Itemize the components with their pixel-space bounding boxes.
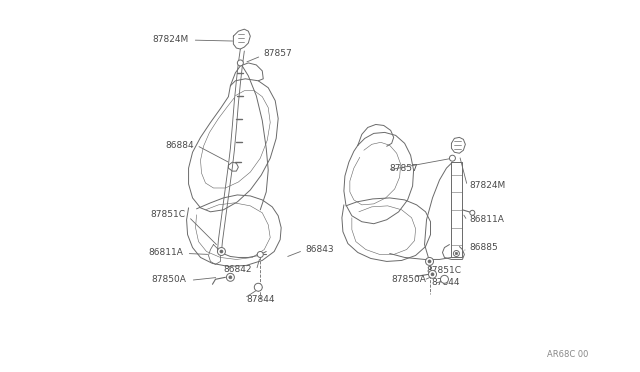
Text: 87857: 87857 [390,164,419,173]
Text: 87824M: 87824M [469,180,506,189]
Circle shape [229,276,232,279]
Text: 87850A: 87850A [152,275,187,284]
Text: 87824M: 87824M [152,35,189,44]
Text: 86842: 86842 [224,265,252,274]
Circle shape [220,250,223,253]
Circle shape [428,260,431,263]
Circle shape [453,250,460,256]
Circle shape [254,283,262,291]
Text: AR68C 00: AR68C 00 [547,350,589,359]
Text: 86843: 86843 [305,245,333,254]
Circle shape [237,60,243,66]
Text: 87851C: 87851C [426,266,461,275]
Text: 87850A: 87850A [392,275,426,284]
Text: 86885: 86885 [469,243,498,252]
Circle shape [455,252,458,255]
Circle shape [426,257,433,265]
Text: 86811A: 86811A [469,215,504,224]
Circle shape [257,251,263,257]
Text: 87857: 87857 [263,48,292,58]
Circle shape [449,155,456,161]
Circle shape [431,273,434,276]
Text: 87844: 87844 [431,278,460,287]
Circle shape [470,210,475,215]
Text: 86884: 86884 [165,141,193,150]
Circle shape [429,270,436,278]
Text: 87844: 87844 [246,295,275,304]
Text: 87851C: 87851C [150,210,186,219]
Circle shape [227,273,234,281]
Circle shape [218,247,225,256]
Text: 86811A: 86811A [148,248,184,257]
Circle shape [440,275,449,283]
